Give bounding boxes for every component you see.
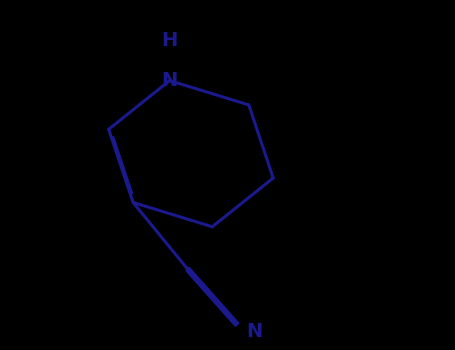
Text: N: N (246, 322, 262, 341)
Text: H: H (162, 32, 178, 50)
Text: N: N (162, 71, 178, 90)
